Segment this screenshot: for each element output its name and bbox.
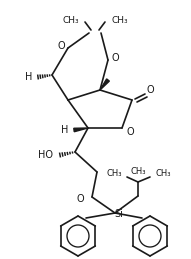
Text: O: O	[146, 85, 154, 95]
Text: CH₃: CH₃	[111, 16, 128, 25]
Text: CH₃: CH₃	[62, 16, 79, 25]
Text: O: O	[57, 41, 65, 51]
Polygon shape	[74, 128, 88, 132]
Text: Si: Si	[115, 209, 123, 219]
Polygon shape	[100, 79, 109, 90]
Text: H: H	[61, 125, 68, 135]
Text: CH₃: CH₃	[155, 169, 171, 178]
Text: O: O	[76, 194, 84, 204]
Text: O: O	[126, 127, 134, 137]
Text: H: H	[25, 72, 32, 82]
Text: O: O	[111, 53, 119, 63]
Text: HO: HO	[38, 150, 53, 160]
Text: CH₃: CH₃	[107, 169, 122, 178]
Text: CH₃: CH₃	[130, 168, 146, 176]
